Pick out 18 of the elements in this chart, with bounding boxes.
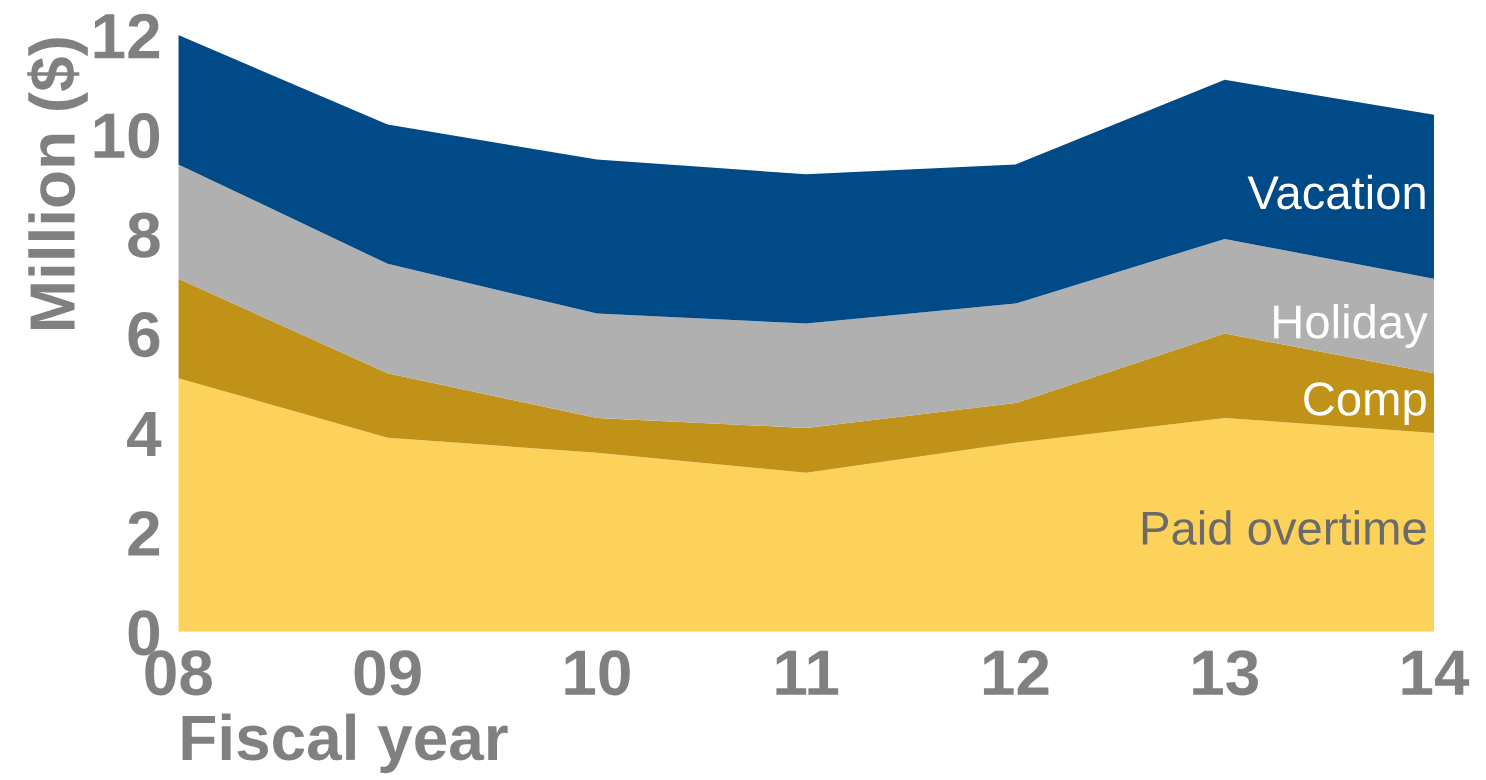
x-tick-label: 13: [1193, 650, 1258, 696]
y-tick-label: 6: [128, 311, 160, 358]
x-tick-label: 10: [565, 650, 630, 696]
y-axis-title: Million ($): [27, 38, 88, 329]
x-axis-title: Fiscal year: [182, 713, 508, 774]
x-tick-label: 12: [983, 650, 1049, 695]
x-tick-label: 11: [776, 650, 839, 695]
x-tick-label: 14: [1402, 650, 1470, 695]
y-tick-label: 4: [127, 412, 162, 457]
series-label: Paid overtime: [1142, 510, 1426, 546]
series-label: Holiday: [1274, 303, 1428, 348]
series-label: Comp: [1304, 382, 1426, 426]
series-label: Vacation: [1247, 174, 1425, 210]
y-tick-label: 12: [94, 13, 160, 59]
y-tick-label: 2: [128, 510, 160, 556]
y-tick-label: 10: [94, 113, 160, 159]
y-tick-label: 8: [128, 212, 160, 258]
x-tick-label: 09: [354, 650, 421, 696]
